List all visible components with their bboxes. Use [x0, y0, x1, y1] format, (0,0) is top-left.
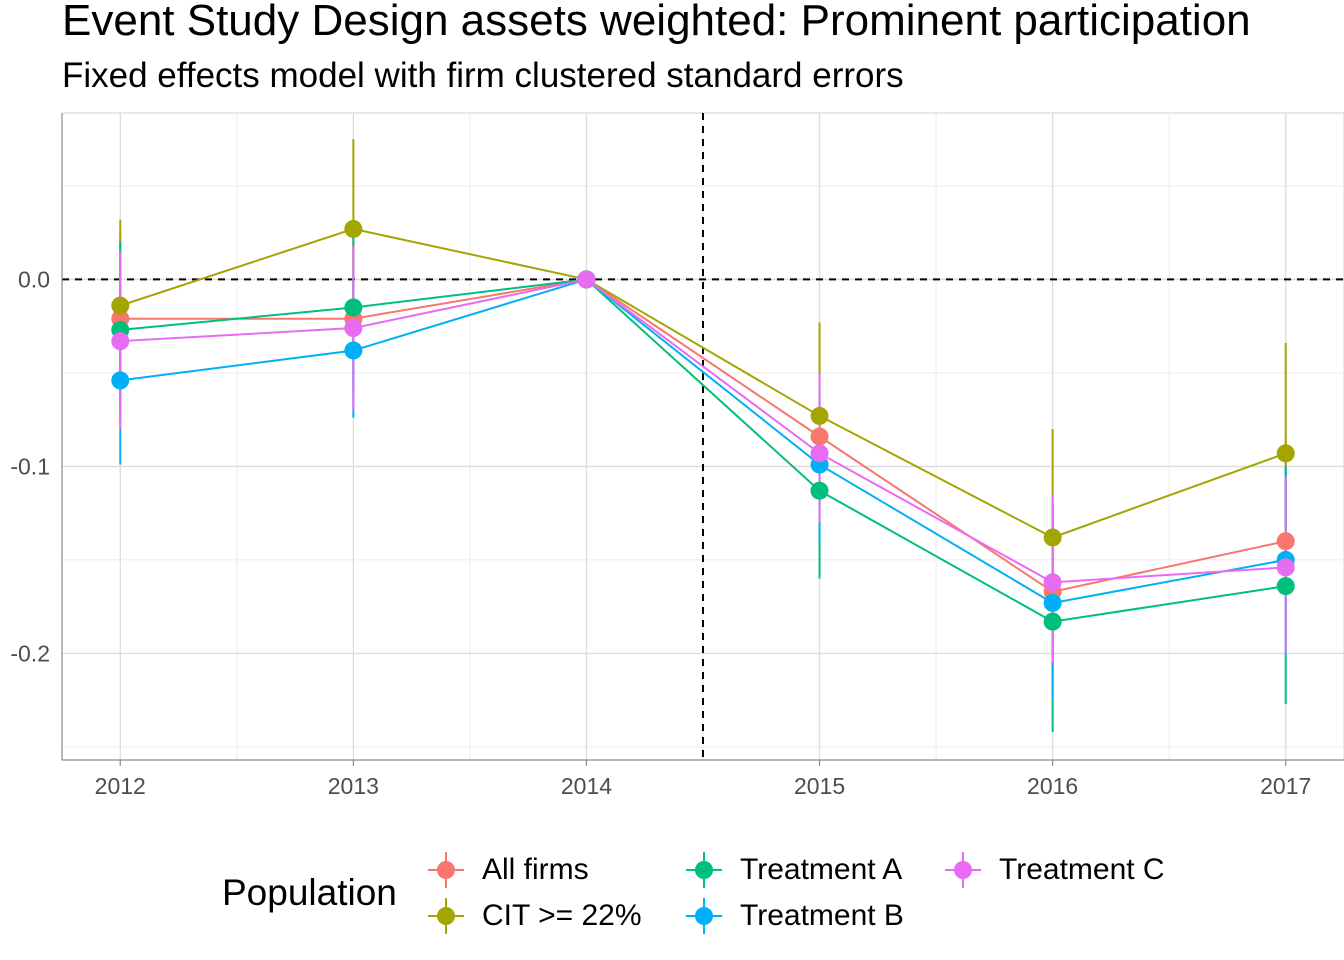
legend-title: Population [222, 872, 397, 913]
legend-label: Treatment A [740, 853, 903, 886]
y-tick-label: -0.1 [10, 453, 50, 479]
data-point [111, 332, 130, 351]
series-line [120, 278, 1286, 604]
series-points [111, 270, 1295, 592]
data-point [810, 427, 829, 446]
data-point [1276, 558, 1295, 577]
data-point [810, 444, 829, 463]
legend-label: All firms [482, 853, 589, 886]
y-tick-label: -0.2 [10, 640, 50, 666]
data-point [111, 371, 130, 390]
legend: Population All firms CIT >= 22% Treatment … [0, 840, 1344, 950]
data-point [1043, 593, 1062, 612]
legend-item: Treatment C [941, 848, 1165, 892]
series-line [120, 278, 1286, 623]
legend-label: Treatment B [740, 899, 904, 932]
data-point [1276, 577, 1295, 596]
legend-key [686, 852, 722, 888]
data-point [1043, 528, 1062, 547]
x-tick-label: 2014 [561, 773, 612, 799]
legend-item: Treatment B [682, 894, 904, 938]
event-study-chart: 0.0 -0.1 -0.2 2012 2013 2014 2015 2016 2017 [10, 112, 1344, 799]
legend-label: CIT >= 22% [482, 899, 642, 932]
legend-key-point [437, 907, 455, 925]
legend-label: Treatment C [999, 853, 1165, 886]
legend-key [945, 852, 981, 888]
data-point [810, 406, 829, 425]
data-point [344, 298, 363, 317]
legend-key [686, 898, 722, 934]
legend-key [428, 898, 464, 934]
legend-item: CIT >= 22% [424, 894, 642, 938]
x-tick-label: 2017 [1260, 773, 1311, 799]
data-point [577, 270, 596, 289]
x-tick-label: 2015 [794, 773, 845, 799]
legend-key-point [695, 861, 713, 879]
chart-subtitle: Fixed effects model with firm clustered … [62, 56, 904, 95]
series-line [120, 278, 1286, 593]
data-point [1043, 612, 1062, 631]
legend-key [428, 852, 464, 888]
data-point [344, 219, 363, 238]
data-point [1276, 444, 1295, 463]
legend-key-point [695, 907, 713, 925]
data-point [810, 481, 829, 500]
x-tick-label: 2012 [95, 773, 146, 799]
series-line [120, 278, 1286, 584]
chart-title: Event Study Design assets weighted: Prom… [62, 0, 1251, 45]
data-point [344, 341, 363, 360]
data-point [344, 319, 363, 338]
legend-key-point [954, 861, 972, 879]
legend-key-point [437, 861, 455, 879]
series-line [119, 227, 1287, 539]
x-tick-label: 2013 [328, 773, 379, 799]
data-point [111, 296, 130, 315]
legend-item: All firms [424, 848, 589, 892]
y-tick-label: 0.0 [18, 266, 50, 292]
x-tick-label: 2016 [1027, 773, 1078, 799]
data-point [1043, 573, 1062, 592]
data-point [1276, 532, 1295, 551]
legend-item: Treatment A [682, 848, 902, 892]
